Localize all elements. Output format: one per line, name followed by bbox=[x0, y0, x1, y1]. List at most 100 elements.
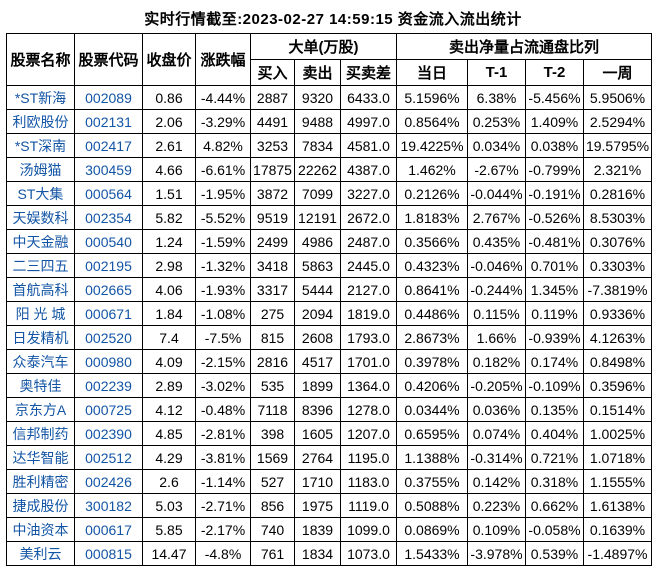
table-row: 汤姆猫 300459 4.66 -6.61% 17875 22262 4387.0 1.462… bbox=[6, 157, 652, 182]
cell-stock-name[interactable]: 胜利精密 bbox=[6, 469, 75, 494]
cell-stock-code[interactable]: 002512 bbox=[74, 445, 143, 470]
table-row: 京东方A 000725 4.12 -0.48% 7118 8396 1278.0 0.0344… bbox=[6, 397, 652, 422]
cell-stock-code[interactable]: 002239 bbox=[74, 373, 143, 398]
cell-stock-code[interactable]: 000617 bbox=[74, 517, 143, 542]
cell-week: 2.321% bbox=[583, 157, 652, 182]
cell-stock-code[interactable]: 002089 bbox=[74, 85, 143, 110]
cell-buy-sell-diff: 3227.0 bbox=[340, 181, 397, 206]
cell-stock-name[interactable]: 阳 光 城 bbox=[6, 301, 75, 326]
cell-t-minus-2: 0.701% bbox=[525, 253, 584, 278]
cell-buy-sell-diff: 1364.0 bbox=[340, 373, 397, 398]
table-row: 利欧股份 002131 2.06 -3.29% 4491 9488 4997.0 0.8564… bbox=[6, 109, 652, 134]
cell-close-price: 1.84 bbox=[142, 301, 196, 326]
table-row: *ST深南 002417 2.61 4.82% 3253 7834 4581.0 19.422… bbox=[6, 133, 652, 158]
cell-t-minus-2: -5.456% bbox=[525, 85, 584, 110]
cell-stock-name[interactable]: *ST深南 bbox=[6, 133, 75, 158]
cell-buy: 1569 bbox=[250, 445, 295, 470]
cell-change-pct: -6.61% bbox=[195, 157, 251, 182]
cell-sell: 7834 bbox=[294, 133, 341, 158]
cell-buy-sell-diff: 2445.0 bbox=[340, 253, 397, 278]
table-row: 奥特佳 002239 2.89 -3.02% 535 1899 1364.0 0.4206% -… bbox=[6, 373, 652, 398]
cell-buy: 527 bbox=[250, 469, 295, 494]
cell-stock-name[interactable]: *ST新海 bbox=[6, 85, 75, 110]
cell-stock-code[interactable]: 000815 bbox=[74, 541, 143, 566]
col-group-net-sell-ratio: 卖出净量占流通盘比列 bbox=[396, 33, 652, 60]
cell-buy: 9519 bbox=[250, 205, 295, 230]
cell-t-minus-2: -0.058% bbox=[525, 517, 584, 542]
cell-buy-sell-diff: 4387.0 bbox=[340, 157, 397, 182]
cell-stock-code[interactable]: 002195 bbox=[74, 253, 143, 278]
cell-sell: 1834 bbox=[294, 541, 341, 566]
table-row: 达华智能 002512 4.29 -3.81% 1569 2764 1195.0 1.1388… bbox=[6, 445, 652, 470]
cell-day: 1.8183% bbox=[396, 205, 468, 230]
cell-buy: 2499 bbox=[250, 229, 295, 254]
stock-table-body: *ST新海 002089 0.86 -4.44% 2887 9320 6433.0 5.159… bbox=[6, 85, 652, 566]
cell-stock-name[interactable]: 首航高科 bbox=[6, 277, 75, 302]
cell-buy: 398 bbox=[250, 421, 295, 446]
cell-buy-sell-diff: 1099.0 bbox=[340, 517, 397, 542]
cell-stock-name[interactable]: 中油资本 bbox=[6, 517, 75, 542]
col-header-stock-name: 股票名称 bbox=[6, 33, 75, 86]
cell-sell: 1899 bbox=[294, 373, 341, 398]
cell-t-minus-1: 6.38% bbox=[467, 85, 526, 110]
cell-stock-name[interactable]: 汤姆猫 bbox=[6, 157, 75, 182]
cell-close-price: 2.98 bbox=[142, 253, 196, 278]
cell-t-minus-1: 0.223% bbox=[467, 493, 526, 518]
cell-buy-sell-diff: 2127.0 bbox=[340, 277, 397, 302]
cell-buy-sell-diff: 4997.0 bbox=[340, 109, 397, 134]
cell-close-price: 1.51 bbox=[142, 181, 196, 206]
cell-stock-name[interactable]: 美利云 bbox=[6, 541, 75, 566]
cell-stock-name[interactable]: 利欧股份 bbox=[6, 109, 75, 134]
cell-t-minus-1: 0.142% bbox=[467, 469, 526, 494]
cell-stock-code[interactable]: 002665 bbox=[74, 277, 143, 302]
col-header-t-minus-2: T-2 bbox=[525, 59, 584, 86]
table-row: 日发精机 002520 7.4 -7.5% 815 2608 1793.0 2.8673% 1.… bbox=[6, 325, 652, 350]
cell-stock-code[interactable]: 000540 bbox=[74, 229, 143, 254]
cell-t-minus-1: 0.253% bbox=[467, 109, 526, 134]
cell-week: 0.3596% bbox=[583, 373, 652, 398]
cell-stock-name[interactable]: 捷成股份 bbox=[6, 493, 75, 518]
cell-day: 1.462% bbox=[396, 157, 468, 182]
cell-stock-code[interactable]: 002520 bbox=[74, 325, 143, 350]
cell-stock-code[interactable]: 002131 bbox=[74, 109, 143, 134]
cell-stock-name[interactable]: ST大集 bbox=[6, 181, 75, 206]
cell-stock-code[interactable]: 002426 bbox=[74, 469, 143, 494]
cell-stock-code[interactable]: 300182 bbox=[74, 493, 143, 518]
cell-stock-name[interactable]: 众泰汽车 bbox=[6, 349, 75, 374]
cell-t-minus-2: 0.119% bbox=[525, 301, 584, 326]
cell-stock-code[interactable]: 002417 bbox=[74, 133, 143, 158]
cell-week: -7.3819% bbox=[583, 277, 652, 302]
cell-t-minus-2: 0.174% bbox=[525, 349, 584, 374]
cell-stock-name[interactable]: 奥特佳 bbox=[6, 373, 75, 398]
cell-buy: 2887 bbox=[250, 85, 295, 110]
table-row: 中天金融 000540 1.24 -1.59% 2499 4986 2487.0 0.3566… bbox=[6, 229, 652, 254]
cell-t-minus-1: -0.244% bbox=[467, 277, 526, 302]
cell-t-minus-2: 1.345% bbox=[525, 277, 584, 302]
col-header-t-minus-1: T-1 bbox=[467, 59, 526, 86]
cell-buy-sell-diff: 2672.0 bbox=[340, 205, 397, 230]
cell-week: 4.1263% bbox=[583, 325, 652, 350]
cell-day: 5.1596% bbox=[396, 85, 468, 110]
cell-buy: 7118 bbox=[250, 397, 295, 422]
cell-stock-code[interactable]: 300459 bbox=[74, 157, 143, 182]
cell-stock-code[interactable]: 002390 bbox=[74, 421, 143, 446]
cell-stock-code[interactable]: 000725 bbox=[74, 397, 143, 422]
cell-day: 0.4323% bbox=[396, 253, 468, 278]
cell-stock-code[interactable]: 000980 bbox=[74, 349, 143, 374]
cell-stock-name[interactable]: 京东方A bbox=[6, 397, 75, 422]
cell-stock-name[interactable]: 达华智能 bbox=[6, 445, 75, 470]
col-header-day: 当日 bbox=[396, 59, 468, 86]
cell-stock-code[interactable]: 002354 bbox=[74, 205, 143, 230]
cell-buy: 3418 bbox=[250, 253, 295, 278]
cell-day: 19.4225% bbox=[396, 133, 468, 158]
col-header-week: 一周 bbox=[583, 59, 652, 86]
cell-day: 0.8564% bbox=[396, 109, 468, 134]
cell-stock-code[interactable]: 000564 bbox=[74, 181, 143, 206]
cell-stock-name[interactable]: 信邦制药 bbox=[6, 421, 75, 446]
cell-stock-name[interactable]: 二三四五 bbox=[6, 253, 75, 278]
cell-stock-name[interactable]: 中天金融 bbox=[6, 229, 75, 254]
cell-day: 0.6595% bbox=[396, 421, 468, 446]
cell-stock-name[interactable]: 日发精机 bbox=[6, 325, 75, 350]
cell-stock-name[interactable]: 天娱数科 bbox=[6, 205, 75, 230]
cell-stock-code[interactable]: 000671 bbox=[74, 301, 143, 326]
